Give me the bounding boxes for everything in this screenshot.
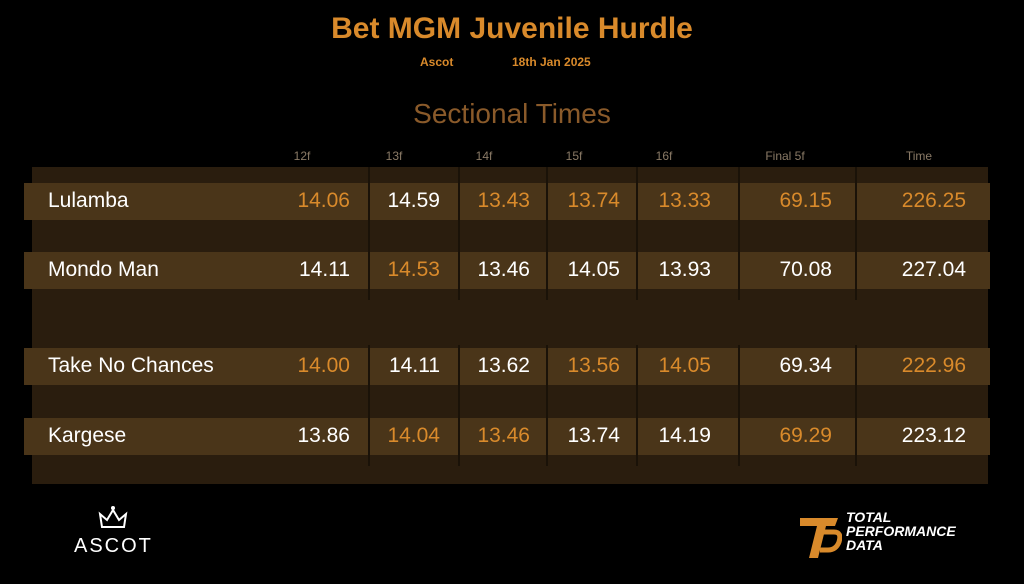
cell-value: 13.62 [477, 354, 530, 377]
cell-value: 14.59 [387, 189, 440, 212]
ascot-logo: ASCOT [74, 535, 153, 557]
cell-value: 13.74 [567, 424, 620, 447]
horse-name: Take No Chances [48, 354, 214, 377]
tpd-word: DATA [846, 537, 883, 553]
column-separator [855, 167, 857, 300]
ascot-crown [98, 506, 128, 528]
tpd-icon [800, 518, 842, 558]
section-title: Sectional Times [413, 98, 611, 129]
cell-value: 14.11 [299, 258, 350, 281]
cell-value: 226.25 [901, 189, 966, 212]
cell-value: 13.33 [658, 189, 711, 212]
cell-value: 222.96 [901, 354, 966, 377]
cell-value: 69.29 [779, 424, 832, 447]
horse-name: Kargese [48, 424, 127, 447]
row-band [24, 252, 990, 289]
column-separator [546, 167, 548, 300]
column-header: 12f [293, 149, 311, 163]
column-separator [458, 345, 460, 466]
cell-value: 14.04 [387, 424, 440, 447]
cell-value: 227.04 [901, 258, 966, 281]
cell-value: 223.12 [901, 424, 966, 447]
cell-value: 13.43 [477, 189, 530, 212]
cell-value: 14.05 [567, 258, 620, 281]
cell-value: 14.11 [389, 354, 440, 377]
column-separator [738, 345, 740, 466]
tpd-logo: TOTAL PERFORMANCE DATA [846, 510, 956, 552]
column-header: 14f [475, 149, 493, 163]
horse-name: Mondo Man [48, 258, 159, 281]
cell-value: 13.86 [297, 424, 350, 447]
column-header: 15f [565, 149, 583, 163]
cell-value: 13.46 [477, 258, 530, 281]
cell-value: 14.06 [297, 189, 350, 212]
venue: Ascot [420, 55, 454, 69]
cell-value: 13.93 [658, 258, 711, 281]
column-header: Time [905, 149, 933, 163]
column-separator [636, 167, 638, 300]
cell-value: 13.46 [477, 424, 530, 447]
column-header: 16f [655, 149, 673, 163]
cell-value: 14.05 [658, 354, 711, 377]
cell-value: 70.08 [779, 258, 832, 281]
cell-value: 14.19 [658, 424, 711, 447]
column-separator [458, 167, 460, 300]
row-band [24, 348, 990, 385]
cell-value: 69.15 [779, 189, 832, 212]
column-separator [546, 345, 548, 466]
cell-value: 69.34 [779, 354, 832, 377]
cell-value: 13.56 [567, 354, 620, 377]
tpd-word: PERFORMANCE [846, 523, 956, 539]
cell-value: 14.00 [297, 354, 350, 377]
date: 18th Jan 2025 [512, 55, 591, 69]
column-header: Final 5f [765, 149, 805, 163]
horse-name: Lulamba [48, 189, 129, 212]
row-band [24, 418, 990, 455]
column-separator [855, 345, 857, 466]
row-band [24, 183, 990, 220]
tpd-word: TOTAL [846, 509, 892, 525]
column-separator [368, 167, 370, 300]
column-header: 13f [385, 149, 403, 163]
column-separator [636, 345, 638, 466]
cell-value: 14.53 [387, 258, 440, 281]
column-separator [368, 345, 370, 466]
column-separator [738, 167, 740, 300]
cell-value: 13.74 [567, 189, 620, 212]
title: Bet MGM Juvenile Hurdle [331, 12, 693, 45]
